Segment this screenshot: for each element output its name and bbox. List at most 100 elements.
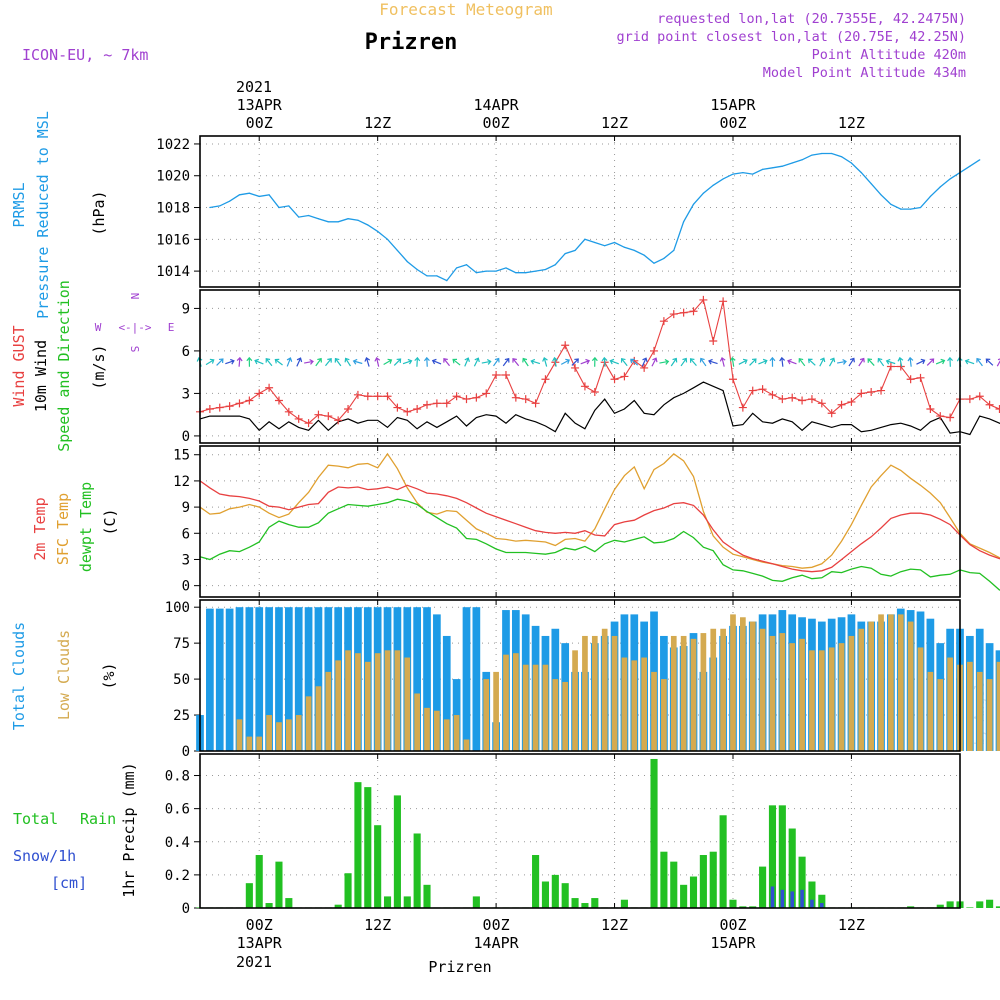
pressure-point [436,275,438,277]
wind-arrow [580,358,591,365]
rain-bar [383,896,392,908]
gust-marker [205,405,214,413]
top-axis-date-label: 15APR [710,96,756,114]
wind-arrow [542,357,548,367]
low-cloud-bar [601,628,608,751]
gust-marker [817,399,826,408]
wind-arrow-shape [530,358,541,365]
wind-arrow-shape [926,358,935,366]
wind-arrow [787,358,797,365]
pressure-point [347,218,349,220]
y-tick-label: 0 [182,429,190,445]
wind-arrow-shape [205,358,215,366]
rain-bar [364,787,372,908]
low-cloud-bar [394,650,401,751]
total-cloud-bar [314,607,323,751]
rain-bar [650,758,658,908]
wind-arrow-shape [296,357,303,367]
gust-marker [423,400,432,409]
wind-arrow-shape [493,357,500,367]
gust-marker [758,385,767,394]
pressure-point [268,194,270,196]
wind-arrow [769,356,776,367]
rain-bar [541,881,550,908]
y-tick-label: 0.6 [165,802,190,818]
pressure-point [396,249,399,252]
pressure-point [860,171,862,174]
wind-arrow-shape [769,356,776,367]
wind-arrow-shape [620,357,628,367]
y-tick-label: 0 [182,744,190,760]
wind-arrow-shape [651,357,658,367]
total-cloud-bar [294,607,303,751]
gust-marker [245,396,254,405]
low-cloud-bar [700,633,707,751]
low-cloud-bar [345,650,351,751]
y-tick-label: 0.2 [165,868,190,884]
gust-marker [472,393,481,402]
wind-arrow [296,357,303,367]
low-cloud-bar [532,664,539,751]
low-cloud-bar [522,664,529,751]
low-cloud-bar [266,715,272,751]
low-cloud-bar [355,653,361,751]
pressure-point [771,167,774,169]
pressure-point [742,171,744,174]
gust-marker [571,363,580,372]
rain-bar [670,861,678,908]
gust-marker [610,375,619,384]
gust-marker [265,383,274,392]
pressure-point [554,264,556,266]
rain-bar [709,851,717,908]
snow-bar [770,886,775,908]
low-cloud-bar [434,710,440,751]
bottom-axis-hour-label: 12Z [838,916,865,934]
gust-marker [462,395,471,404]
top-axis-date-label: 13APR [237,96,283,114]
wind-arrow [699,357,707,367]
total-cloud-bar [462,607,471,751]
wind-arrow-shape [512,358,520,367]
rain-bar [759,866,767,908]
rain-bar [946,901,954,908]
wind-arrow [552,356,558,367]
wind-arrow [522,357,529,367]
rain-bar [285,898,293,908]
wind-arrow [897,356,904,367]
rain-bar [739,906,747,908]
wind-arrow [493,357,500,367]
rain-bar [986,899,994,908]
rain-bar [245,883,253,908]
total-cloud-bar [442,635,451,751]
rain-bar [581,903,589,908]
pressure-point [939,186,941,188]
top-axis-hour-label: 00Z [246,114,273,132]
rain-bar [551,874,559,908]
gust-marker [965,395,974,404]
gust-marker [620,372,629,381]
wind-arrow [334,357,342,367]
chart-title: Forecast Meteogram [379,0,552,19]
gust-marker [659,317,668,326]
y-tick-label: 1018 [156,201,190,217]
wind-arrow-shape [659,359,670,365]
wind-arrow [885,358,896,365]
gust-marker [807,395,816,404]
wind-arrow-shape [502,357,510,367]
wind-arrow-shape [352,358,363,365]
pressure-point [722,178,724,180]
requested-coords: requested lon,lat (20.7355E, 42.2475N) [657,11,966,27]
wind-arrow-shape [393,358,402,366]
y-tick-label: 0.8 [165,769,190,785]
rain-bar [689,876,698,908]
gust-marker [936,412,945,421]
low-cloud-bar [591,635,598,751]
rain-bar [334,904,342,908]
gust-marker [511,393,520,402]
pressure-point [416,268,418,271]
wind-arrow-shape [916,358,926,365]
total-cloud-bar [284,607,293,751]
wind-arrow [591,356,598,367]
gust-marker [383,392,392,401]
